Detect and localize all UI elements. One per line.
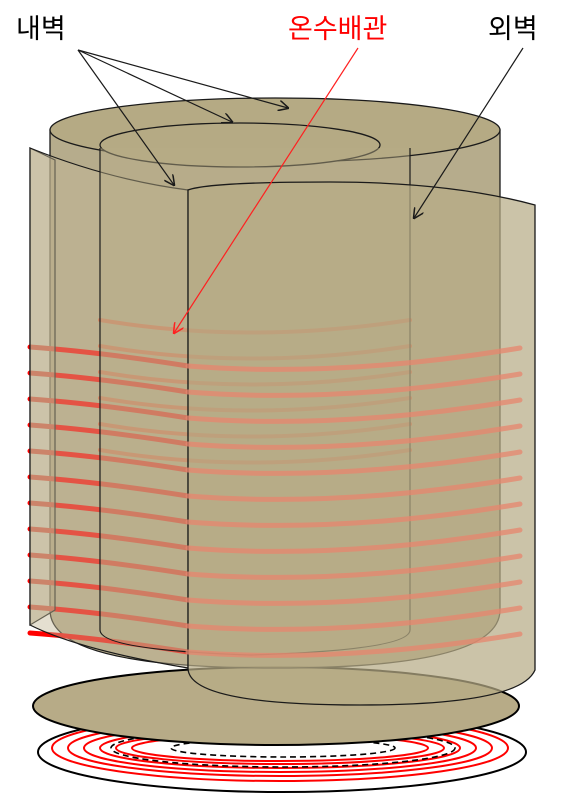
label-outer-wall: 외벽 (488, 14, 538, 45)
front-pipe-loop-2 (185, 371, 523, 398)
pipe-loop-12 (27, 630, 191, 655)
inner-cylinder-top-ring (99, 122, 381, 168)
front-pipe-loop-6 (185, 475, 523, 502)
label-inner-wall: 내벽 (16, 14, 66, 45)
pipe-arrow (174, 47, 359, 333)
front-pipe-loop-3 (185, 397, 523, 424)
inner-wall-arrow-2 (77, 49, 232, 122)
front-pipe-loop-1 (185, 345, 523, 372)
front-pipe-loop-12 (185, 631, 523, 658)
inner-wall-arrow-3 (77, 49, 174, 185)
front-pipe-loop-8 (185, 527, 523, 554)
front-pipe-loop-4 (185, 423, 523, 450)
outer-wall-arrow (414, 47, 524, 218)
front-pipe-loop-9 (185, 553, 523, 580)
front-pipe-loop-7 (185, 501, 523, 528)
dashed-ring-inner (170, 738, 396, 758)
inner-wall-arrow-1 (77, 49, 288, 108)
callout-arrows (77, 47, 524, 333)
front-pipe-loop-11 (185, 605, 523, 632)
left-wall-panel (29, 147, 189, 669)
label-hot-water-pipe: 온수배관 (288, 14, 387, 45)
front-pipe-loop-5 (185, 449, 523, 476)
front-pipe-loop-10 (185, 579, 523, 606)
pipe-loops-front-faded (185, 345, 523, 658)
